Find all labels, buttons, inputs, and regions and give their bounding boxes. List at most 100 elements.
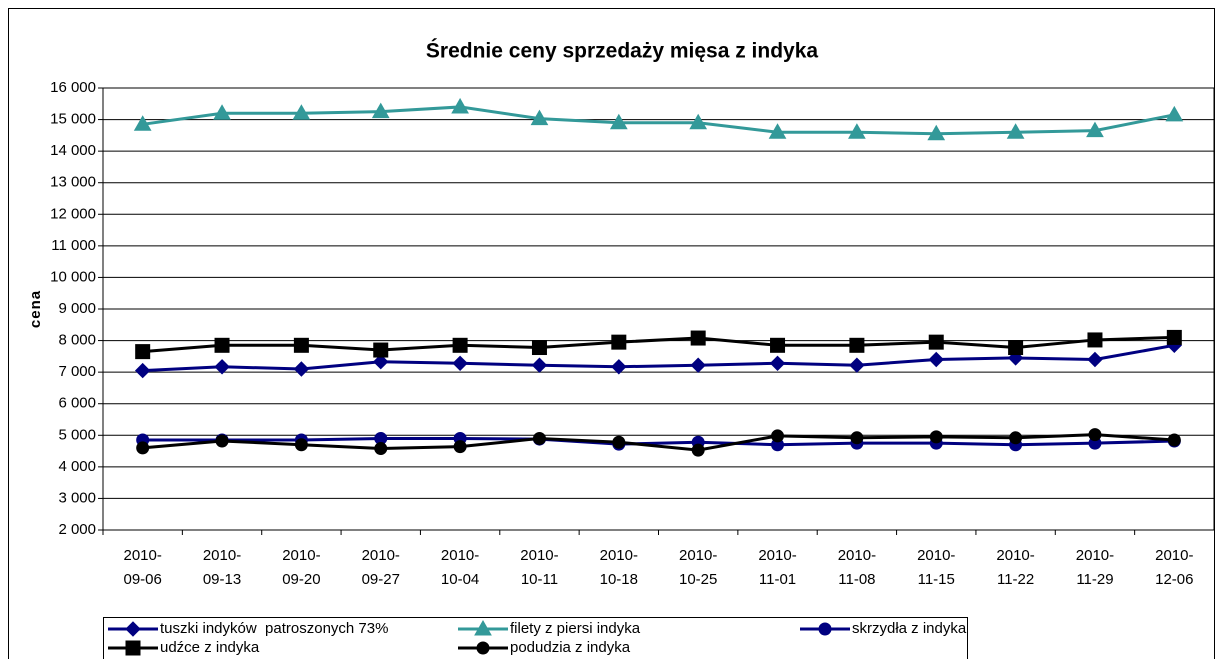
- marker: [294, 438, 308, 452]
- marker: [134, 362, 151, 379]
- x-tick-label: 2010-11-29: [1076, 547, 1114, 588]
- y-tick-label: 5 000: [58, 426, 96, 443]
- marker: [849, 357, 865, 373]
- y-axis-label: cena: [27, 290, 44, 328]
- marker: [453, 440, 467, 454]
- marker: [1165, 105, 1184, 122]
- marker: [1088, 428, 1102, 442]
- chart-title: Średnie ceny sprzedaży mięsa z indyka: [426, 39, 819, 63]
- y-tick-label: 11 000: [51, 237, 96, 254]
- marker: [690, 330, 706, 346]
- legend-label: udźce z indyka: [160, 639, 260, 656]
- marker: [1006, 123, 1025, 139]
- y-tick-label: 7 000: [58, 363, 96, 380]
- marker: [214, 359, 230, 375]
- marker: [1087, 351, 1103, 368]
- x-tick-label: 2010-11-01: [758, 547, 796, 588]
- series-line: [142, 335, 1175, 354]
- marker: [691, 443, 705, 457]
- marker: [373, 342, 389, 358]
- marker: [611, 334, 627, 350]
- marker: [373, 354, 389, 370]
- marker: [451, 97, 469, 114]
- marker: [293, 361, 310, 377]
- marker: [531, 340, 547, 356]
- marker: [927, 124, 946, 141]
- marker: [213, 104, 231, 120]
- x-tick-label: 2010-09-06: [123, 547, 161, 588]
- marker: [690, 357, 706, 373]
- marker: [1167, 433, 1181, 447]
- series-line: [142, 433, 1175, 452]
- marker: [474, 619, 492, 636]
- marker: [928, 351, 944, 368]
- legend-label: podudzia z indyka: [510, 639, 631, 656]
- marker: [125, 621, 141, 637]
- series-line: [142, 436, 1175, 447]
- y-tick-label: 12 000: [50, 205, 96, 222]
- y-tick-label: 9 000: [58, 300, 96, 317]
- x-tick-label: 2010-09-27: [362, 547, 400, 588]
- series-line: [142, 343, 1175, 373]
- y-tick-label: 16 000: [50, 79, 96, 96]
- marker: [135, 344, 151, 360]
- marker: [532, 431, 546, 445]
- x-tick-label: 2010-11-22: [996, 547, 1034, 588]
- y-tick-label: 13 000: [50, 174, 96, 191]
- x-tick-label: 2010-10-25: [679, 547, 717, 588]
- marker: [849, 337, 865, 353]
- marker: [452, 355, 468, 372]
- marker: [609, 113, 628, 130]
- marker: [611, 359, 627, 375]
- legend-label: skrzydła z indyka: [852, 620, 967, 637]
- legend-label: filety z piersi indyka: [510, 620, 641, 637]
- marker: [476, 641, 490, 655]
- marker: [818, 622, 832, 636]
- marker: [768, 123, 787, 139]
- x-tick-label: 2010-12-06: [1155, 547, 1193, 588]
- marker: [371, 102, 390, 119]
- y-tick-label: 10 000: [50, 268, 96, 285]
- x-tick-label: 2010-11-15: [917, 547, 955, 588]
- marker: [125, 640, 141, 656]
- x-tick-label: 2010-11-08: [838, 547, 876, 588]
- marker: [1087, 332, 1103, 348]
- y-tick-label: 6 000: [58, 395, 96, 412]
- y-tick-label: 8 000: [58, 332, 96, 349]
- marker: [929, 430, 943, 444]
- marker: [530, 109, 549, 126]
- marker: [689, 113, 708, 130]
- marker: [770, 337, 786, 353]
- marker: [1166, 329, 1182, 345]
- y-tick-label: 4 000: [58, 458, 96, 475]
- x-tick-label: 2010-10-04: [441, 547, 479, 588]
- marker: [133, 115, 152, 131]
- marker: [1008, 340, 1024, 356]
- x-tick-label: 2010-10-11: [520, 547, 558, 588]
- y-tick-label: 3 000: [58, 489, 96, 506]
- series-line: [142, 105, 1175, 136]
- y-tick-label: 2 000: [58, 521, 96, 538]
- marker: [136, 441, 150, 455]
- marker: [293, 337, 309, 353]
- legend-label: tuszki indyków patroszonych 73%: [160, 620, 388, 637]
- marker: [612, 435, 626, 449]
- marker: [214, 337, 230, 353]
- marker: [1086, 121, 1104, 138]
- marker: [374, 442, 388, 456]
- marker: [848, 123, 866, 139]
- marker: [531, 357, 548, 373]
- marker: [769, 355, 786, 372]
- y-tick-label: 15 000: [50, 111, 96, 128]
- x-tick-label: 2010-09-20: [282, 547, 320, 588]
- marker: [1009, 431, 1023, 445]
- marker: [850, 431, 864, 445]
- marker: [292, 104, 311, 120]
- x-tick-label: 2010-10-18: [600, 547, 638, 588]
- x-tick-label: 2010-09-13: [203, 547, 241, 588]
- y-tick-label: 14 000: [50, 142, 96, 159]
- marker: [928, 334, 944, 350]
- marker: [452, 337, 468, 353]
- marker: [215, 434, 229, 448]
